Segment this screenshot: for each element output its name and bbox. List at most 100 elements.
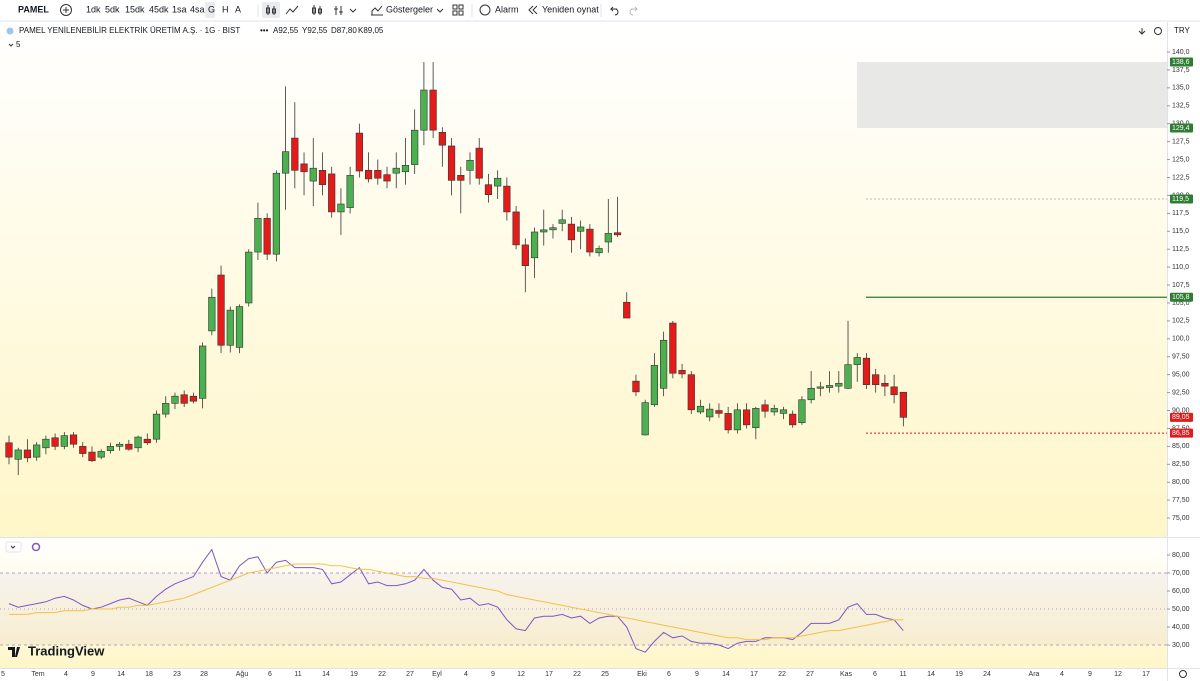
candle-body: [484, 184, 493, 196]
candle-body: [364, 170, 373, 180]
x-tick-label: Tem: [31, 671, 44, 678]
candle-body: [798, 399, 806, 424]
x-tick-label: 19: [350, 671, 358, 678]
interval[interactable]: 45dk: [149, 4, 169, 14]
replay[interactable]: Yeniden oynat: [542, 4, 599, 14]
candle-body: [872, 374, 880, 386]
candle-body: [33, 444, 41, 458]
candle-body: [595, 248, 603, 254]
y-tick-label: 122,5: [1172, 174, 1190, 181]
time-settings[interactable]: [1179, 670, 1187, 678]
candle-body: [696, 405, 705, 413]
interval[interactable]: 5dk: [105, 4, 120, 14]
y-tick-label: 90,00: [1172, 407, 1190, 414]
y-tick-label: 97,50: [1172, 354, 1190, 361]
x-tick-label: 17: [1142, 671, 1150, 678]
candle-body: [180, 394, 188, 404]
chevron[interactable]: [436, 8, 444, 13]
candle-body: [14, 449, 22, 460]
y-tick-label: 60,00: [1172, 588, 1190, 595]
candle-body: [116, 443, 124, 447]
x-tick-label: Kas: [840, 671, 853, 678]
x-tick-label: 25: [601, 671, 609, 678]
line-icon[interactable]: [285, 5, 299, 15]
x-tick-label: Ağu: [236, 671, 249, 678]
candle-body: [447, 145, 456, 181]
indicators[interactable]: Göstergeler: [386, 4, 433, 14]
replay-icon[interactable]: [528, 5, 538, 15]
y-tick-label: 125,0: [1172, 156, 1190, 163]
alarm-icon[interactable]: [479, 4, 491, 16]
currency[interactable]: TRY: [1174, 26, 1191, 35]
price-badge: [1170, 428, 1193, 438]
add-symbol-icon[interactable]: [60, 4, 72, 16]
indicator-count[interactable]: 5: [16, 40, 21, 49]
y-tick-label: 77,50: [1172, 497, 1190, 504]
candle-body: [328, 173, 336, 213]
candle-body: [383, 174, 391, 182]
redo-icon[interactable]: [629, 6, 639, 16]
x-tick-label: 27: [406, 671, 414, 678]
interval[interactable]: A: [235, 4, 241, 14]
bar-icon[interactable]: [312, 5, 322, 15]
candle-body: [171, 395, 179, 404]
candle-body: [899, 391, 907, 418]
candle-body: [687, 374, 695, 411]
candle-body: [549, 227, 557, 231]
layouts-icon[interactable]: [452, 4, 464, 16]
interval[interactable]: G: [208, 4, 215, 14]
candle-body: [346, 175, 354, 208]
interval[interactable]: 1sa: [172, 4, 187, 14]
download-icon[interactable]: [1138, 28, 1146, 35]
candle-body: [521, 244, 529, 266]
candle-body: [530, 231, 539, 259]
undo-icon[interactable]: [609, 6, 619, 16]
candle-body: [143, 438, 151, 444]
x-tick-label: 14: [722, 671, 730, 678]
x-tick-label: 19: [955, 671, 963, 678]
ohlc-icon[interactable]: [334, 6, 343, 15]
price-badge-label: 119,5: [1172, 196, 1189, 203]
y-tick-label: 70,00: [1172, 570, 1190, 577]
x-tick-label: 12: [517, 671, 525, 678]
symbol-title: PAMEL YENİLENEBİLİR ELEKTRİK ÜRETİM A.Ş.…: [19, 26, 240, 35]
alarm[interactable]: Alarm: [495, 4, 519, 14]
candle-body: [281, 151, 290, 174]
interval[interactable]: 1dk: [86, 4, 101, 14]
candle-body: [429, 89, 437, 131]
indicators-icon[interactable]: [371, 5, 383, 16]
x-tick-label: 4: [64, 671, 68, 678]
x-tick-label: 5: [1, 671, 5, 678]
y-tick-label: 95,00: [1172, 372, 1190, 379]
candle-body: [761, 404, 769, 412]
interval[interactable]: H: [222, 4, 229, 14]
candle-body: [706, 408, 714, 418]
add-symbol-plus: [63, 7, 69, 13]
brand-logo: [8, 647, 20, 657]
candle-body: [411, 129, 419, 165]
price-badge: [1170, 123, 1193, 133]
candle-body: [235, 306, 244, 348]
candle-body: [475, 147, 483, 179]
collapse-chevron[interactable]: [8, 43, 14, 47]
candle-body: [770, 408, 778, 413]
candle-body: [60, 435, 68, 447]
interval[interactable]: 15dk: [125, 4, 145, 14]
settings-icon[interactable]: [1154, 27, 1162, 35]
interval[interactable]: 4sa: [190, 4, 205, 14]
zone: [857, 62, 1167, 129]
x-tick-label: 22: [378, 671, 386, 678]
y-tick-label: 102,5: [1172, 318, 1190, 325]
brand: TradingView: [28, 643, 105, 658]
candle-body: [199, 345, 207, 399]
rsi-icon[interactable]: [31, 542, 41, 552]
candle-icon[interactable]: [266, 5, 276, 15]
candle-body: [512, 211, 520, 246]
candle-body: [494, 177, 502, 187]
candle-body: [540, 229, 548, 233]
x-tick-label: 14: [117, 671, 125, 678]
chevron[interactable]: [349, 8, 357, 13]
symbol[interactable]: PAMEL: [18, 4, 49, 14]
candle-body: [779, 409, 788, 414]
candle-body: [217, 274, 225, 346]
